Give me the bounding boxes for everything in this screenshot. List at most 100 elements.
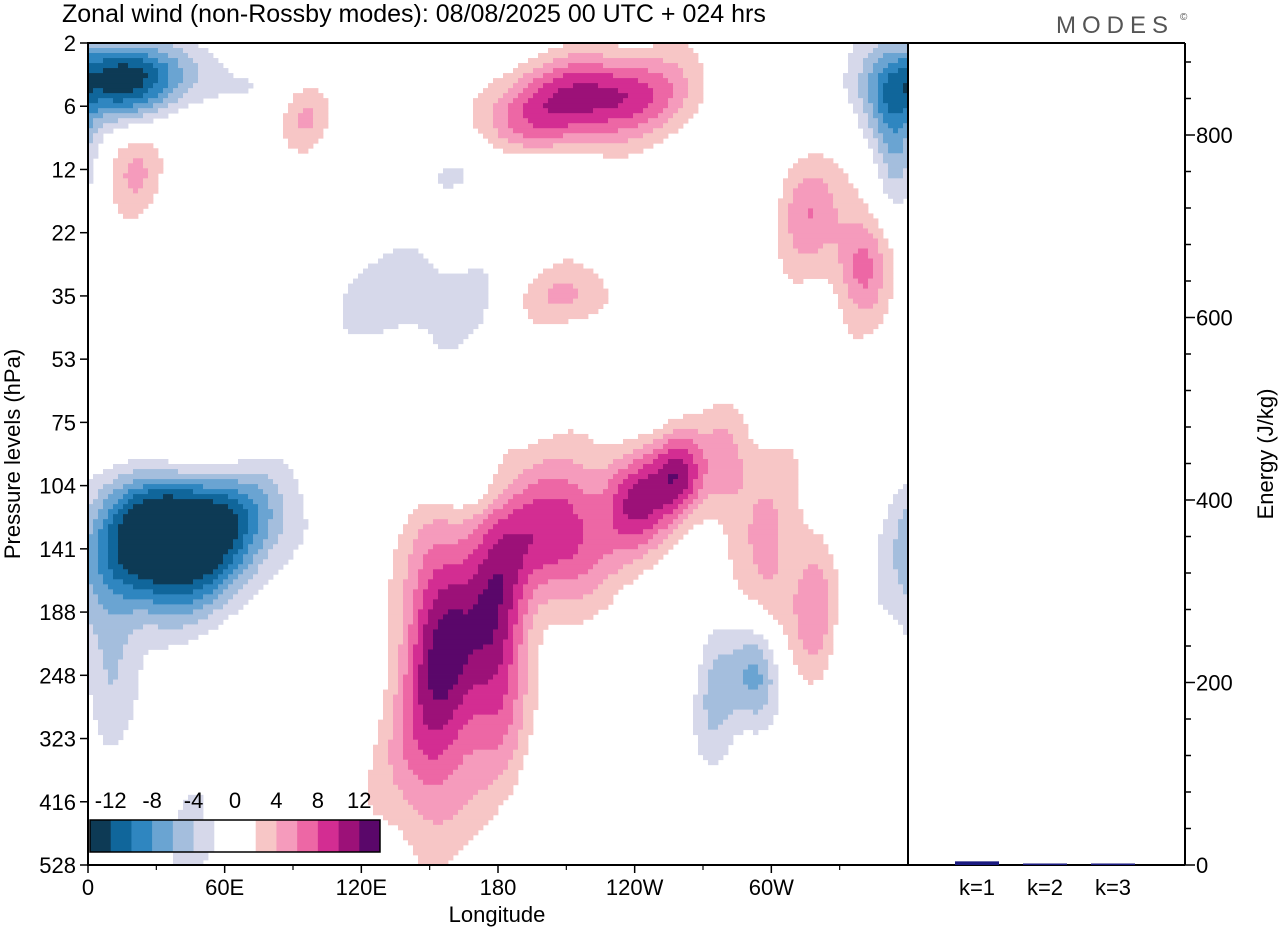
- heatmap-cell: [283, 524, 309, 530]
- heatmap-cell: [413, 699, 419, 706]
- heatmap-cell: [693, 459, 709, 465]
- heatmap-cell: [88, 143, 99, 149]
- heatmap-cell: [748, 664, 759, 670]
- x-tick-label: 120W: [606, 875, 664, 900]
- heatmap-cell: [523, 619, 534, 625]
- heatmap-cell: [778, 549, 829, 555]
- heatmap-cell: [398, 654, 409, 660]
- heatmap-cell: [303, 108, 314, 114]
- heatmap-cell: [508, 88, 524, 94]
- heatmap-cell: [593, 589, 619, 595]
- heatmap-cell: [223, 589, 239, 595]
- heatmap-cell: [368, 784, 399, 791]
- y-tick-label: 188: [39, 600, 76, 625]
- heatmap-cell: [533, 589, 594, 595]
- heatmap-cell: [508, 764, 524, 771]
- heatmap-cell: [93, 589, 114, 595]
- heatmap-cell: [228, 584, 244, 590]
- heatmap-cell: [753, 544, 779, 550]
- colorbar-swatch: [131, 820, 153, 852]
- heatmap-cell: [133, 103, 154, 109]
- heatmap-cell: [413, 659, 424, 665]
- heatmap-cell: [893, 614, 908, 620]
- heatmap-cell: [503, 649, 514, 655]
- heatmap-cell: [763, 704, 779, 711]
- heatmap-cell: [213, 599, 229, 605]
- heatmap-cell: [878, 549, 894, 555]
- heatmap-cell: [528, 98, 549, 104]
- heatmap-cell: [208, 614, 229, 620]
- heatmap-cell: [858, 93, 869, 99]
- heatmap-cell: [688, 78, 704, 84]
- heatmap-cell: [418, 624, 424, 630]
- heatmap-cell: [123, 213, 139, 219]
- heatmap-cell: [88, 509, 99, 515]
- heatmap-cell: [508, 514, 579, 520]
- heatmap-cell: [93, 709, 134, 716]
- heatmap-cell: [88, 564, 99, 570]
- heatmap-cell: [258, 549, 269, 555]
- heatmap-cell: [793, 599, 829, 605]
- heatmap-cell: [628, 489, 684, 495]
- heatmap-cell: [298, 118, 314, 124]
- heatmap-cell: [403, 589, 414, 595]
- heatmap-cell: [638, 78, 669, 84]
- heatmap-cell: [858, 83, 869, 89]
- heatmap-cell: [98, 534, 109, 540]
- heatmap-cell: [808, 649, 819, 655]
- heatmap-cell: [728, 539, 749, 545]
- heatmap-cell: [848, 53, 869, 59]
- heatmap-cell: [418, 504, 454, 510]
- heatmap-cell: [568, 63, 604, 69]
- heatmap-cell: [868, 93, 879, 99]
- heatmap-cell: [98, 539, 109, 545]
- heatmap-cell: [88, 589, 94, 595]
- heatmap-cell: [863, 58, 879, 64]
- heatmap-cell: [488, 554, 524, 560]
- heatmap-cell: [623, 98, 654, 104]
- heatmap-cell: [743, 669, 759, 675]
- heatmap-cell: [618, 103, 649, 109]
- heatmap-cell: [88, 138, 94, 144]
- heatmap-cell: [238, 589, 259, 595]
- heatmap-cell: [388, 739, 404, 746]
- heatmap-cell: [518, 579, 529, 585]
- heatmap-cell: [763, 679, 774, 685]
- heatmap-cell: [778, 248, 799, 254]
- heatmap-cell: [693, 714, 709, 721]
- heatmap-cell: [468, 719, 514, 726]
- heatmap-cell: [523, 469, 619, 475]
- heatmap-cell: [113, 679, 139, 685]
- heatmap-cell: [688, 484, 694, 490]
- heatmap-cell: [883, 133, 908, 139]
- heatmap-cell: [298, 148, 309, 154]
- heatmap-cell: [113, 514, 124, 520]
- heatmap-cell: [858, 303, 874, 310]
- heatmap-cell: [883, 83, 904, 89]
- heatmap-cell: [828, 589, 839, 595]
- heatmap-cell: [758, 709, 779, 716]
- heatmap-cell: [888, 609, 908, 615]
- heatmap-cell: [518, 684, 529, 690]
- heatmap-cell: [393, 774, 419, 781]
- heatmap-cell: [413, 689, 419, 695]
- energy-tick-label: 800: [1196, 123, 1233, 148]
- heatmap-cell: [168, 93, 184, 99]
- heatmap-cell: [668, 448, 689, 455]
- heatmap-cell: [788, 639, 804, 645]
- heatmap-cell: [413, 684, 419, 690]
- heatmap-cell: [518, 614, 524, 620]
- heatmap-cell: [233, 569, 244, 575]
- heatmap-cell: [518, 63, 544, 69]
- heatmap-cell: [113, 489, 129, 495]
- heatmap-cell: [108, 514, 114, 520]
- heatmap-cell: [688, 469, 699, 475]
- heatmap-cell: [343, 303, 489, 310]
- heatmap-cell: [283, 514, 304, 520]
- heatmap-cell: [518, 664, 529, 670]
- heatmap-cell: [468, 654, 504, 660]
- heatmap-cell: [523, 489, 584, 495]
- heatmap-cell: [288, 103, 329, 109]
- heatmap-cell: [528, 283, 554, 289]
- heatmap-cell: [408, 624, 419, 630]
